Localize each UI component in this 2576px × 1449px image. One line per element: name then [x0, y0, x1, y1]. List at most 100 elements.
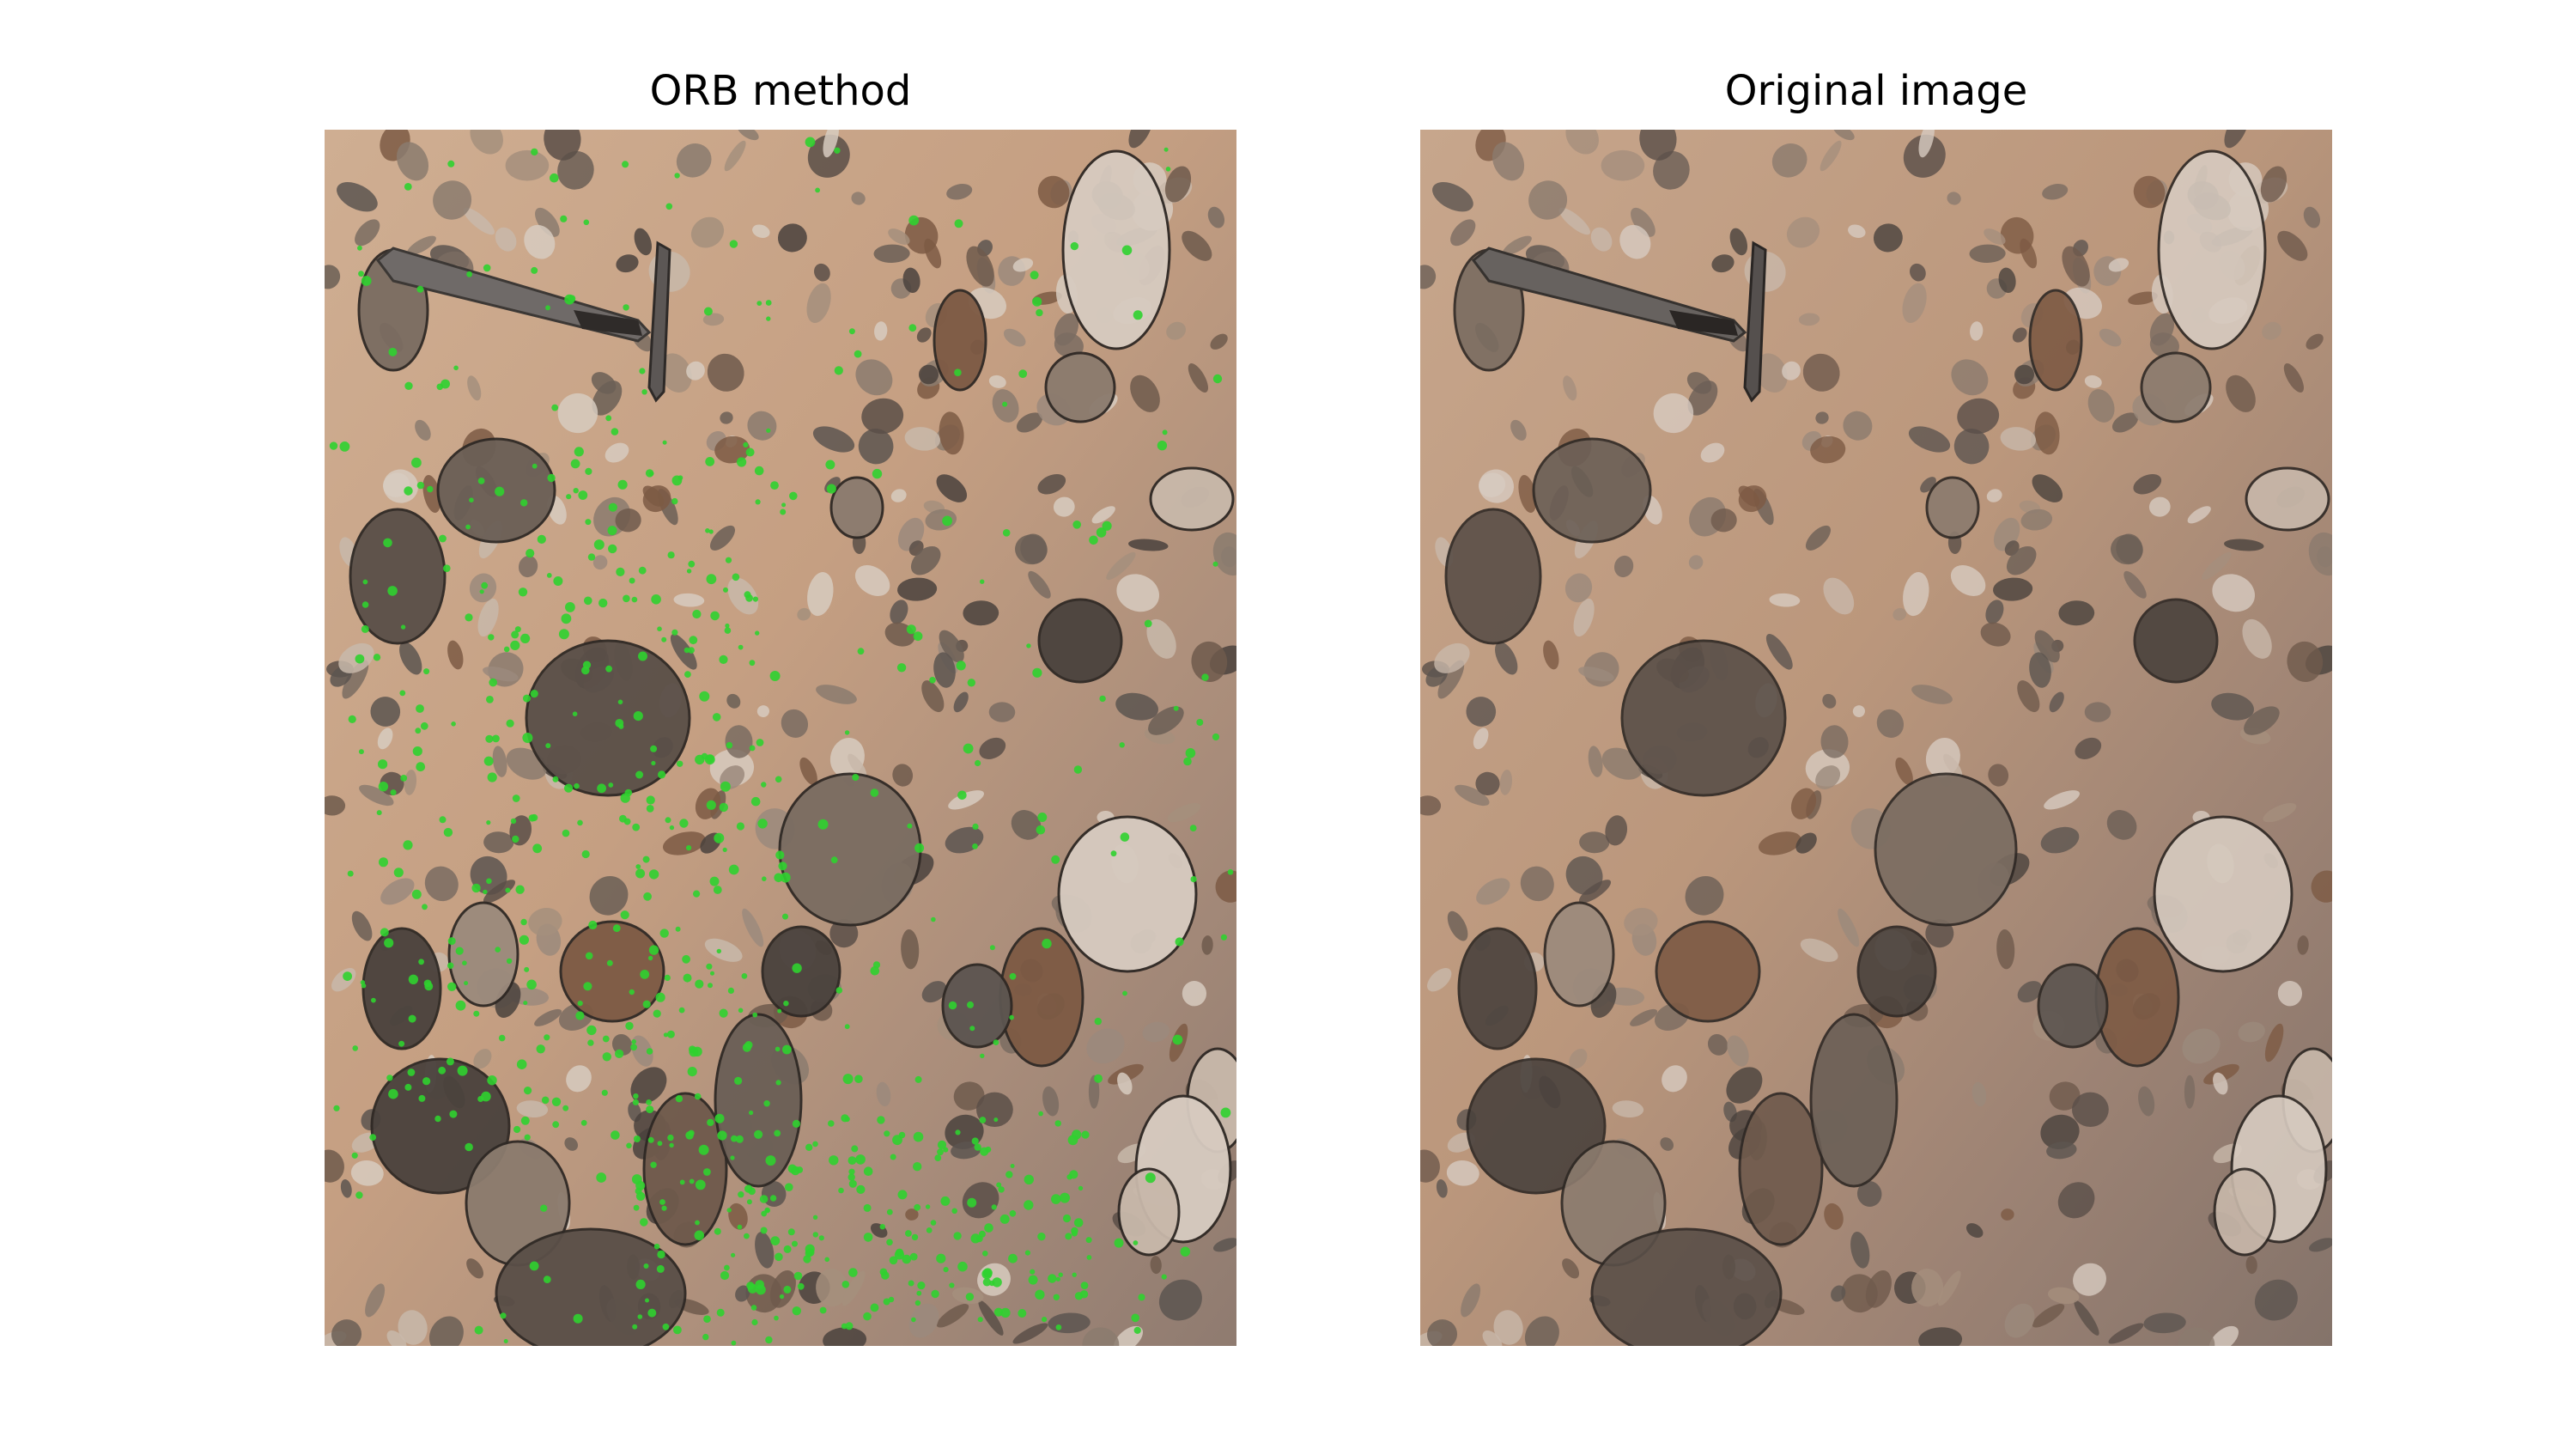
pebble [2212, 574, 2256, 612]
keypoint [913, 1162, 922, 1172]
pebble [325, 795, 346, 816]
pebble [1524, 1316, 1559, 1346]
keypoint [671, 629, 678, 636]
pebble [1902, 283, 1927, 324]
keypoint [957, 1261, 968, 1272]
pebble [901, 929, 920, 970]
pebble [370, 697, 401, 727]
keypoint [1081, 1130, 1090, 1139]
keypoint [1051, 855, 1060, 864]
pebble [2149, 332, 2179, 358]
keypoint [462, 960, 467, 965]
keypoint [1048, 1274, 1057, 1283]
pebble [2062, 246, 2090, 287]
pebble [407, 235, 436, 256]
keypoint [1102, 521, 1112, 531]
pebble [2260, 166, 2287, 203]
keypoint [399, 690, 406, 697]
pebble [1434, 642, 1470, 673]
pebble [2283, 363, 2304, 393]
pebble [755, 1231, 775, 1269]
keypoint [830, 856, 838, 864]
pebble [1895, 757, 1913, 786]
keypoint [422, 1077, 431, 1086]
pebble [1116, 574, 1160, 612]
keypoint [466, 271, 472, 277]
keypoint [646, 1048, 653, 1055]
pebble [812, 426, 855, 453]
pebble [1820, 140, 1842, 172]
keypoint [631, 596, 638, 603]
keypoint [744, 1233, 750, 1239]
pebble [2187, 506, 2211, 524]
pebble [2133, 473, 2162, 495]
pebble [1755, 353, 1788, 393]
keypoint [705, 528, 710, 533]
keypoint [455, 947, 464, 955]
keypoint [673, 1325, 682, 1335]
keypoint [524, 1134, 531, 1141]
keypoint [408, 1014, 416, 1023]
pebble [2012, 327, 2027, 343]
pebble [516, 1100, 549, 1117]
keypoint [605, 665, 612, 673]
keypoint [523, 694, 531, 703]
keypoint [695, 1220, 700, 1226]
original-image [1420, 130, 2332, 1346]
keypoint [418, 959, 424, 965]
pebble [2106, 810, 2137, 840]
keypoint [511, 630, 519, 639]
pebble [1579, 831, 1610, 854]
keypoint [362, 579, 368, 585]
pebble [1148, 706, 1184, 735]
pebble [505, 149, 550, 181]
keypoint [760, 1227, 768, 1234]
keypoint [403, 840, 413, 850]
keypoint [703, 1168, 711, 1176]
keypoint [520, 633, 531, 644]
keypoint [552, 776, 559, 782]
keypoint [726, 1208, 732, 1213]
pebble [2133, 175, 2166, 209]
pebble [2034, 630, 2060, 663]
keypoint [587, 1039, 594, 1046]
pebble [747, 411, 777, 441]
pebble [337, 182, 378, 212]
keypoint [735, 1135, 744, 1143]
keypoint [520, 918, 527, 926]
keypoint [1114, 1238, 1124, 1248]
keypoint [659, 928, 669, 938]
keypoint [872, 961, 881, 969]
keypoint [623, 594, 630, 603]
keypoint [963, 743, 974, 754]
pebble [823, 130, 839, 158]
pebble [1426, 1319, 1458, 1346]
cobbles [1420, 130, 2332, 1346]
keypoint [844, 730, 850, 735]
keypoint [447, 962, 454, 969]
pebble [2111, 534, 2143, 565]
pebble [1824, 1202, 1844, 1230]
pebble [2143, 1312, 2186, 1334]
keypoint [465, 524, 471, 530]
keypoint [688, 1129, 695, 1136]
keypoint [574, 447, 584, 457]
keypoint [870, 788, 879, 797]
keypoint [719, 654, 728, 665]
keypoint [1055, 1324, 1062, 1330]
keypoint [650, 1161, 657, 1168]
pebble [1820, 725, 1849, 758]
keypoint [373, 654, 381, 661]
keypoint [907, 823, 913, 829]
pebble [1903, 572, 1929, 617]
keypoint [598, 598, 608, 608]
keypoint [956, 661, 966, 671]
pebble [2032, 474, 2063, 502]
keypoint [679, 819, 689, 828]
pebble [1686, 372, 1712, 394]
cobble [2140, 351, 2212, 423]
keypoint [770, 481, 779, 490]
pebble [966, 246, 994, 287]
keypoint [674, 173, 680, 179]
pebble [359, 784, 394, 807]
